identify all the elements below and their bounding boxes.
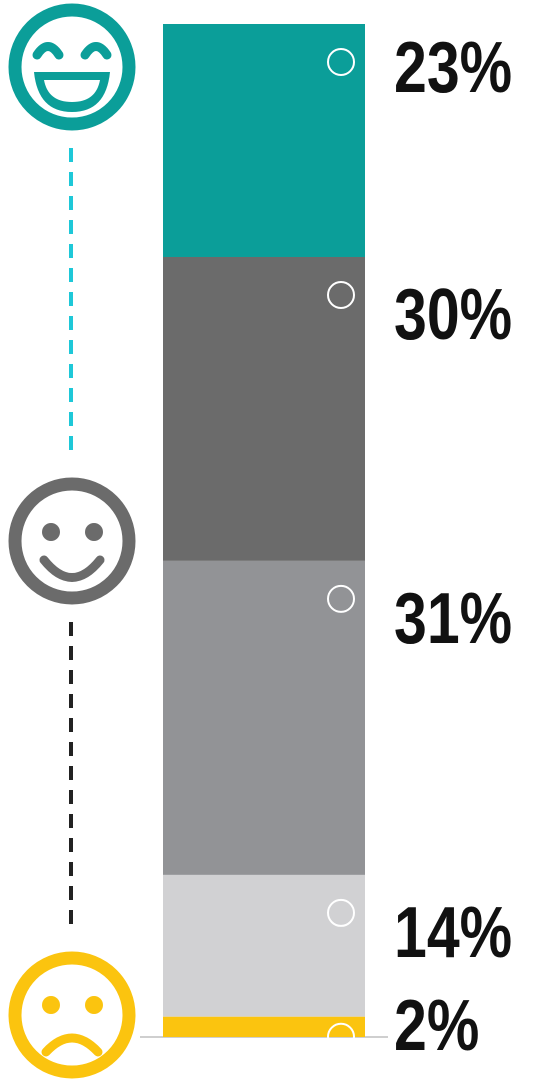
- smiling-face-icon: [8, 477, 136, 605]
- segment-marker: [327, 898, 355, 927]
- laughing-face-icon: [8, 3, 136, 131]
- percentage-label: 23%: [394, 28, 513, 108]
- percentage-label: 31%: [394, 578, 513, 659]
- segment-marker: [327, 1022, 355, 1051]
- bar-segment: [163, 24, 365, 257]
- bar-segment: [163, 560, 365, 875]
- percentage-label: 30%: [394, 274, 513, 355]
- bar-segment: [163, 1016, 365, 1037]
- segment-marker: [327, 584, 355, 613]
- bar-segment: [163, 874, 365, 1017]
- stacked-bar: [163, 24, 365, 1051]
- frowning-face-icon: [8, 951, 136, 1079]
- percentage-label: 2%: [394, 986, 480, 1066]
- segment-marker: [327, 280, 355, 309]
- percentage-label: 14%: [394, 892, 513, 973]
- segment-marker: [327, 48, 355, 76]
- bar-segment: [163, 256, 365, 561]
